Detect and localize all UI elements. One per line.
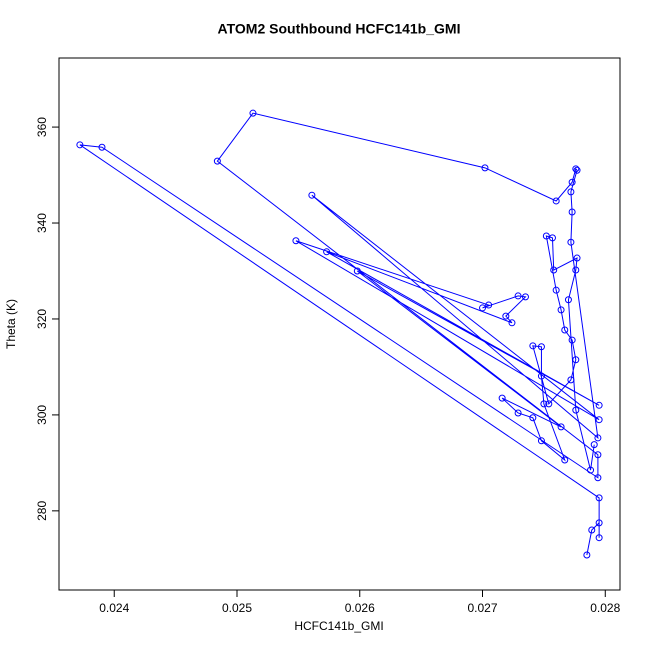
data-point <box>561 456 569 464</box>
x-tick-label: 0.025 <box>222 601 252 615</box>
data-point <box>561 326 569 334</box>
data-point <box>498 394 506 402</box>
y-tick-label: 360 <box>35 117 49 137</box>
data-point <box>583 551 591 559</box>
data-point <box>485 301 493 309</box>
y-tick-label: 280 <box>35 501 49 521</box>
data-point <box>552 197 560 205</box>
data-point <box>588 526 596 534</box>
data-point <box>537 437 545 445</box>
data-point <box>508 319 516 327</box>
data-point <box>568 208 576 216</box>
data-point <box>550 266 558 274</box>
data-point <box>568 178 576 186</box>
data-point <box>567 238 575 246</box>
data-point <box>567 188 575 196</box>
y-tick-label: 340 <box>35 213 49 233</box>
y-axis-label: Theta (K) <box>4 299 18 349</box>
data-point <box>594 451 602 459</box>
x-tick-label: 0.024 <box>99 601 129 615</box>
data-point <box>521 293 529 301</box>
data-point <box>557 423 565 431</box>
data-point <box>590 441 598 449</box>
data-point <box>479 304 487 312</box>
data-point <box>572 266 580 274</box>
data-point <box>353 267 361 275</box>
chart-title: ATOM2 Southbound HCFC141b_GMI <box>218 21 461 37</box>
data-point <box>595 494 603 502</box>
data-point <box>572 406 580 414</box>
data-point <box>213 157 221 165</box>
data-point <box>76 141 84 149</box>
y-tick-label: 300 <box>35 405 49 425</box>
data-point <box>595 519 603 527</box>
data-point <box>529 342 537 350</box>
data-point <box>481 164 489 172</box>
data-point <box>568 336 576 344</box>
data-point <box>502 312 510 320</box>
data-point <box>567 376 575 384</box>
data-point <box>573 166 581 174</box>
data-point <box>552 286 560 294</box>
data-point <box>594 434 602 442</box>
data-point <box>308 191 316 199</box>
x-tick-label: 0.027 <box>467 601 497 615</box>
data-point <box>323 248 331 256</box>
data-point <box>595 416 603 424</box>
data-point <box>595 534 603 542</box>
data-point <box>540 400 548 408</box>
data-point <box>537 343 545 351</box>
data-point <box>572 356 580 364</box>
data-point <box>595 401 603 409</box>
data-point <box>529 414 537 422</box>
series-line <box>79 112 600 556</box>
data-point <box>587 466 595 474</box>
data-point <box>98 143 106 151</box>
x-axis-label: HCFC141b_GMI <box>294 619 383 633</box>
x-tick-label: 0.026 <box>345 601 375 615</box>
data-point <box>557 306 565 314</box>
data-point <box>545 400 553 408</box>
data-point <box>573 254 581 262</box>
data-point <box>572 165 580 173</box>
data-point <box>542 232 550 240</box>
data-point <box>514 409 522 417</box>
y-tick-label: 320 <box>35 309 49 329</box>
data-point <box>548 234 556 242</box>
data-point <box>249 109 257 117</box>
data-point <box>292 237 300 245</box>
data-point <box>537 372 545 380</box>
data-point <box>594 474 602 482</box>
data-point <box>564 296 572 304</box>
x-tick-label: 0.028 <box>590 601 620 615</box>
data-point <box>514 292 522 300</box>
plot-box <box>58 57 621 591</box>
